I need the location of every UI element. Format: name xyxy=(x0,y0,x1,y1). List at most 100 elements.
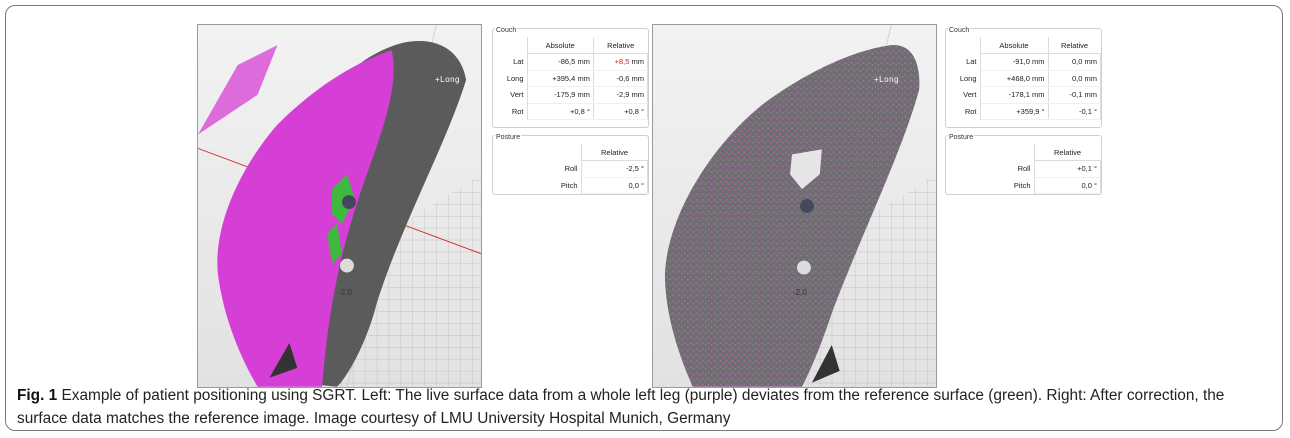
reference-marker xyxy=(339,258,354,273)
absolute-number: +359,9 xyxy=(1016,106,1040,116)
couch-row-label: Rot xyxy=(946,103,981,120)
posture-table: Relative Roll +0,1 ° Pitch 0,0 ° xyxy=(946,144,1101,194)
relative-unit: mm xyxy=(1084,73,1098,83)
relative-header: Relative xyxy=(1047,37,1101,54)
posture-row: Pitch 0,0 ° xyxy=(493,177,648,194)
couch-row: Long +468,0 mm 0,0 mm xyxy=(946,70,1102,87)
absolute-value: +468,0 mm xyxy=(980,70,1049,87)
absolute-number: +395,4 xyxy=(552,73,576,83)
posture-relative-value: 0,0 ° xyxy=(581,177,648,194)
reference-marker xyxy=(796,260,811,275)
live-surface-overlay xyxy=(217,50,394,387)
live-surface-fragment xyxy=(198,45,278,135)
right-surface-render xyxy=(664,25,936,387)
relative-value: -0,1 mm xyxy=(1048,86,1102,104)
relative-number: 0,0 xyxy=(1071,57,1083,67)
absolute-value: +359,9 ° xyxy=(980,103,1049,120)
relative-unit: mm xyxy=(1084,90,1098,100)
figure-label: Fig. 1 xyxy=(17,387,58,404)
relative-number: -0,6 xyxy=(616,73,630,83)
relative-unit: ° xyxy=(641,106,644,116)
posture-relative-header: Relative xyxy=(580,144,648,161)
posture-table: Relative Roll -2,5 ° Pitch 0,0 ° xyxy=(493,144,648,194)
relative-value: -0,1 ° xyxy=(1048,103,1102,120)
posture-relative-value: -2,5 ° xyxy=(581,160,648,178)
posture-unit: ° xyxy=(1094,180,1097,190)
couch-row-label: Vert xyxy=(946,86,981,103)
posture-title: Posture xyxy=(495,134,522,141)
absolute-unit: mm xyxy=(577,57,590,67)
relative-value: -2,9 mm xyxy=(593,86,649,104)
caption-text: Example of patient positioning using SGR… xyxy=(17,387,1225,427)
absolute-value: +395,4 mm xyxy=(527,70,594,87)
relative-value: +8,5 mm xyxy=(593,53,649,71)
couch-group: Couch Absolute Relative Lat -91,0 mm 0,0 m… xyxy=(945,27,1102,128)
posture-unit: ° xyxy=(641,180,644,190)
reference-surface-patch xyxy=(327,223,342,264)
relative-value: 0,0 mm xyxy=(1048,53,1102,71)
relative-number: +8,5 xyxy=(614,57,630,67)
absolute-number: -178,1 xyxy=(1008,90,1030,100)
gantry-cone-icon xyxy=(811,345,840,383)
posture-row-label: Pitch xyxy=(493,177,582,194)
relative-value: -0,6 mm xyxy=(593,70,649,87)
absolute-header: Absolute xyxy=(526,37,594,54)
absolute-value: -91,0 mm xyxy=(980,53,1049,71)
surface-gap xyxy=(790,149,822,190)
posture-relative-value: 0,0 ° xyxy=(1034,177,1101,194)
absolute-value: -86,5 mm xyxy=(527,53,594,71)
absolute-unit: mm xyxy=(577,90,590,100)
couch-row: Lat -91,0 mm 0,0 mm xyxy=(946,53,1102,71)
posture-title: Posture xyxy=(948,134,975,141)
couch-row-label: Rot xyxy=(493,103,528,120)
relative-number: -2,9 xyxy=(616,90,630,100)
left-surface-render xyxy=(198,25,481,387)
posture-number: +0,1 xyxy=(1077,164,1092,174)
relative-unit: mm xyxy=(631,90,645,100)
relative-number: 0,0 xyxy=(1071,73,1083,83)
relative-unit: mm xyxy=(1084,57,1098,67)
absolute-value: -178,1 mm xyxy=(980,86,1049,104)
absolute-number: -175,9 xyxy=(554,90,576,100)
couch-row: Vert -175,9 mm -2,9 mm xyxy=(493,86,649,104)
couch-group: Couch Absolute Relative Lat -86,5 mm +8,5 … xyxy=(492,27,649,128)
couch-row: Long +395,4 mm -0,6 mm xyxy=(493,70,649,87)
posture-row-label: Pitch xyxy=(946,177,1035,194)
absolute-value: -175,9 mm xyxy=(527,86,594,104)
couch-row-label: Lat xyxy=(493,53,528,70)
absolute-unit: mm xyxy=(1032,57,1045,67)
matched-leg-surface xyxy=(664,45,920,387)
posture-number: 0,0 xyxy=(1081,180,1092,190)
couch-row-label: Lat xyxy=(946,53,981,70)
posture-number: -2,5 xyxy=(625,164,639,174)
posture-group: Posture Relative Roll +0,1 ° Pitch 0,0 ° xyxy=(945,134,1102,195)
posture-row: Pitch 0,0 ° xyxy=(946,177,1101,194)
absolute-unit: mm xyxy=(577,73,590,83)
couch-row: Rot +359,9 ° -0,1 ° xyxy=(946,103,1102,120)
couch-title: Couch xyxy=(495,27,518,34)
absolute-number: -86,5 xyxy=(558,57,576,67)
posture-unit: ° xyxy=(1094,164,1097,174)
gantry-cone-icon xyxy=(269,343,298,378)
absolute-unit: mm xyxy=(1032,90,1045,100)
couch-row-label: Long xyxy=(946,70,981,87)
absolute-number: +0,8 xyxy=(570,106,585,116)
couch-row-label: Vert xyxy=(493,86,528,103)
relative-unit: mm xyxy=(631,73,645,83)
long-axis-label: +Long xyxy=(435,75,460,84)
posture-relative-header: Relative xyxy=(1033,144,1101,161)
couch-row: Rot +0,8 ° +0,8 ° xyxy=(493,103,649,120)
posture-row-label: Roll xyxy=(493,160,582,177)
couch-row-label: Long xyxy=(493,70,528,87)
relative-value: 0,0 mm xyxy=(1048,70,1102,87)
relative-number: -0,1 xyxy=(1069,90,1083,100)
couch-title: Couch xyxy=(948,27,971,34)
absolute-unit: ° xyxy=(1041,106,1045,116)
left-3d-viewer[interactable]: +Long -2.0 xyxy=(197,24,482,388)
absolute-header: Absolute xyxy=(979,37,1049,54)
absolute-value: +0,8 ° xyxy=(527,103,594,120)
relative-header: Relative xyxy=(592,37,648,54)
relative-number: +0,8 xyxy=(624,106,639,116)
right-3d-viewer[interactable]: +Long -2.0 xyxy=(652,24,937,388)
posture-relative-value: +0,1 ° xyxy=(1034,160,1101,178)
